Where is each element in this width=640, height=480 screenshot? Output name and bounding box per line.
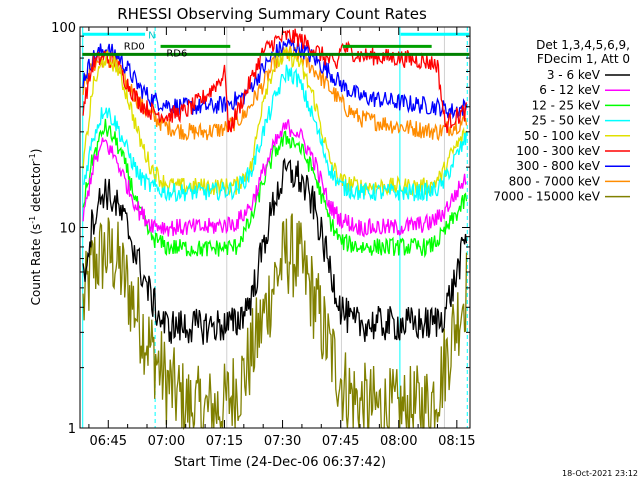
y-axis-label-main: Count Rate (s — [29, 224, 43, 306]
legend-label: 12 - 25 keV — [532, 98, 601, 112]
x-tick-label: 07:15 — [206, 434, 243, 449]
x-tick-label: 06:45 — [90, 434, 127, 449]
series-line — [82, 45, 468, 142]
x-tick-label: 07:00 — [148, 434, 185, 449]
x-tick-label: 08:15 — [438, 434, 475, 449]
legend-label: 6 - 12 keV — [539, 83, 601, 97]
series-line — [82, 119, 467, 238]
y-tick-label: 1 — [68, 422, 76, 437]
generation-timestamp: 18-Oct-2021 23:12 — [562, 469, 638, 478]
x-tick-label: 08:00 — [380, 434, 417, 449]
flag-label: RD6 — [166, 48, 187, 59]
y-axis: 1 10 100 — [51, 21, 470, 437]
y-axis-label-end: ) — [29, 149, 43, 154]
legend-label: 50 - 100 keV — [524, 129, 601, 143]
y-tick-label: 10 — [59, 222, 76, 237]
series-line — [82, 28, 468, 134]
legend-label: 25 - 50 keV — [532, 114, 601, 128]
legend-label: 300 - 800 keV — [516, 159, 600, 173]
y-axis-label-exp1: -1 — [28, 216, 37, 224]
x-axis: 06:45 07:00 07:15 07:30 07:45 08:00 08:15 — [88, 27, 476, 449]
y-tick-label: 100 — [51, 21, 76, 36]
series-line — [82, 157, 468, 345]
chart-title: RHESSI Observing Summary Count Rates — [117, 5, 427, 23]
legend-label: 3 - 6 keV — [547, 68, 601, 82]
legend-label: 100 - 300 keV — [516, 144, 600, 158]
legend-header-line-2: FDecim 1, Att 0 — [537, 52, 630, 66]
legend-header-line-1: Det 1,3,4,5,6,9, — [536, 38, 630, 52]
legend-label: 800 - 7000 keV — [509, 174, 601, 188]
flag-label: N — [148, 30, 155, 41]
x-axis-label: Start Time (24-Dec-06 06:37:42) — [174, 455, 386, 470]
y-axis-label-mid: detector — [29, 161, 43, 216]
y-axis-label-exp2: -1 — [28, 153, 37, 161]
y-axis-label: Count Rate (s-1 detector-1) — [28, 149, 43, 306]
flag-label: RD0 — [124, 41, 145, 52]
legend-label: 7000 - 15000 keV — [493, 190, 600, 204]
x-tick-label: 07:30 — [264, 434, 301, 449]
series-line — [83, 64, 468, 203]
series-line — [82, 213, 468, 430]
legend: Det 1,3,4,5,6,9, FDecim 1, Att 0 3 - 6 k… — [493, 38, 630, 204]
x-tick-label: 07:45 — [322, 434, 359, 449]
